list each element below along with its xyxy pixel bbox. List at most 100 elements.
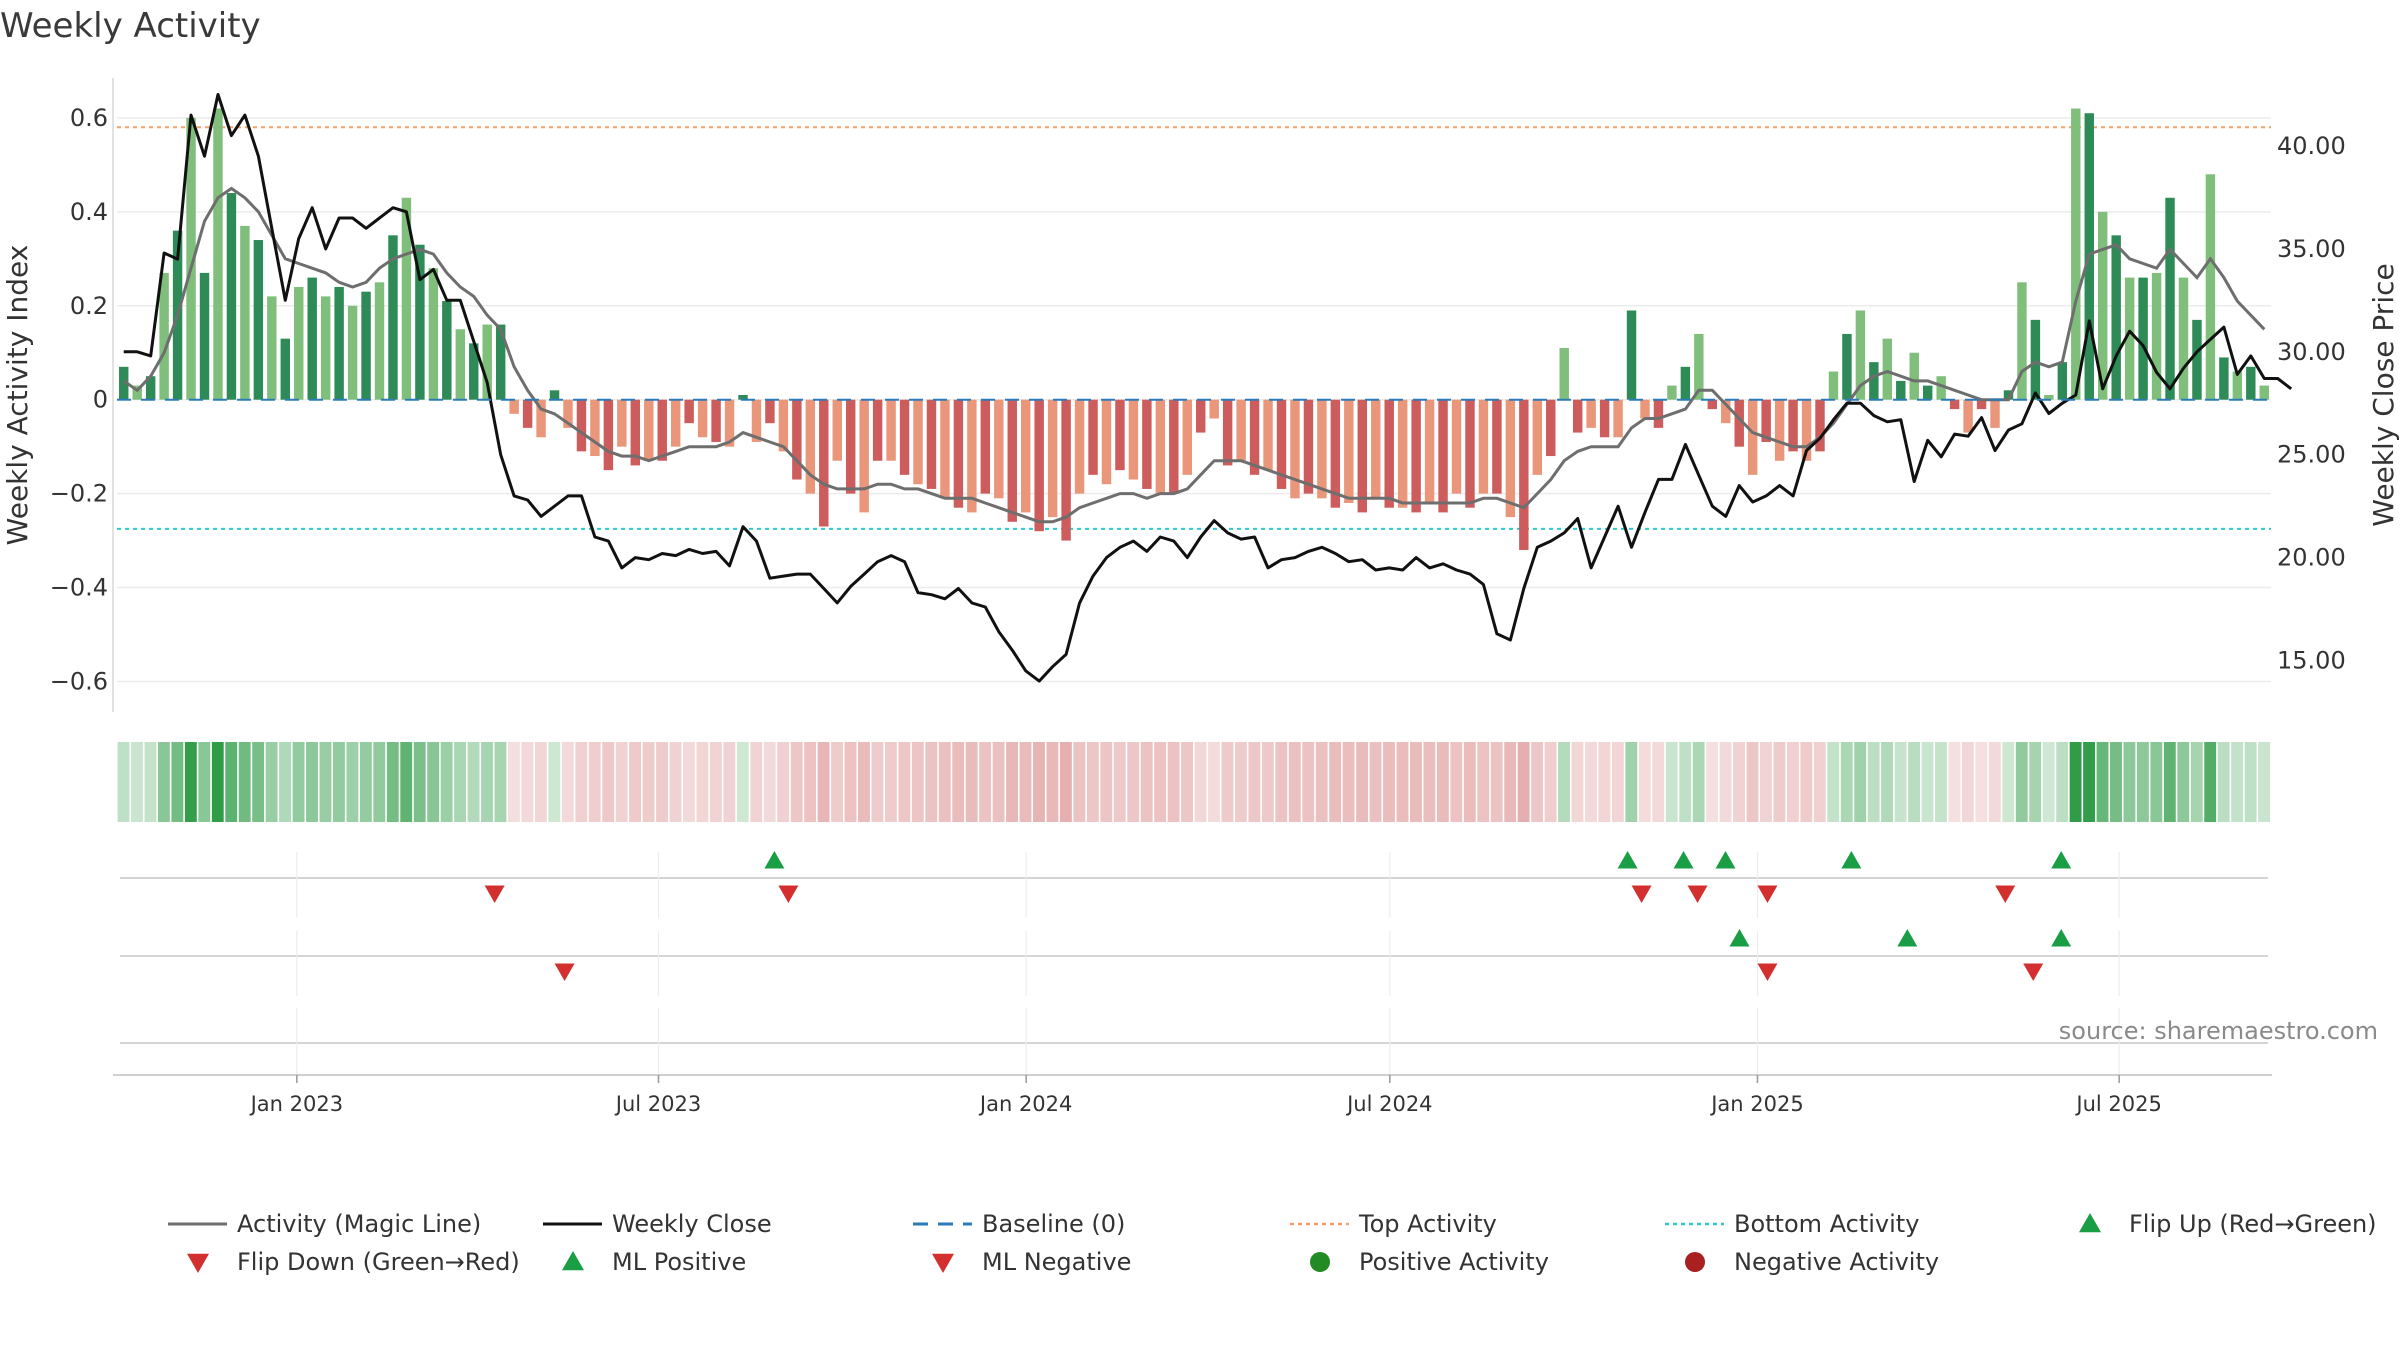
activity-bar [1411, 399, 1421, 513]
heat-cell [265, 742, 278, 822]
activity-bar [1949, 399, 1960, 410]
activity-bar [1505, 399, 1516, 518]
heat-cell [1881, 742, 1894, 822]
heat-cell [1006, 742, 1018, 822]
activity-bar [1357, 399, 1367, 513]
flip-down-marker [1631, 885, 1652, 903]
legend-label: Positive Activity [1359, 1248, 1549, 1276]
heat-cell [763, 742, 776, 822]
heat-cell [1921, 742, 1934, 822]
legend-swatch [2079, 1213, 2101, 1233]
activity-bar [334, 286, 344, 400]
heat-cell [1396, 742, 1409, 822]
activity-bar [1101, 399, 1112, 485]
heat-cell [1261, 742, 1274, 822]
activity-bar [347, 305, 358, 400]
activity-bar [280, 338, 290, 400]
heat-cell [1773, 742, 1786, 822]
ml-positive-marker [1729, 929, 1750, 947]
flip-down-marker [1757, 885, 1778, 903]
legend-label: ML Positive [612, 1248, 746, 1276]
activity-bar [132, 385, 142, 400]
activity-bar [899, 399, 910, 475]
flip-down-marker [484, 885, 505, 903]
heat-cell [911, 742, 924, 822]
activity-bar [1990, 399, 2000, 428]
activity-bar [2057, 362, 2068, 400]
activity-bar [1397, 399, 1408, 508]
flip-up-marker [1673, 851, 1694, 869]
heat-cell [359, 742, 372, 822]
activity-bar [1465, 399, 1475, 508]
activity-bar [1842, 333, 1852, 400]
activity-bar [2151, 272, 2162, 400]
heat-cell [1356, 742, 1369, 822]
activity-bar [1276, 399, 1287, 489]
heat-cell [736, 742, 749, 822]
heat-cell [467, 742, 480, 822]
heat-cell [1679, 742, 1692, 822]
activity-bar [845, 399, 856, 494]
activity-bar [1788, 399, 1798, 452]
heat-cell [790, 742, 803, 822]
heat-cell [1746, 742, 1759, 822]
activity-bar [1128, 399, 1139, 480]
activity-bar [1424, 399, 1435, 504]
heat-cell [1827, 742, 1840, 822]
heat-cell [238, 742, 251, 822]
x-tick-label: Jul 2025 [2074, 1092, 2161, 1116]
heat-cell [709, 742, 722, 822]
heat-cell [1181, 742, 1193, 822]
activity-bar [2030, 319, 2041, 400]
legend-label: Baseline (0) [982, 1210, 1125, 1238]
heat-cell [1692, 742, 1705, 822]
left-axis-label: Weekly Activity Index [1, 245, 34, 546]
activity-bar [1761, 399, 1771, 442]
activity-bar [267, 296, 277, 400]
heat-cell [2217, 742, 2230, 822]
magic-line-series [122, 186, 2266, 524]
activity-bar [576, 399, 587, 452]
activity-bar [1653, 399, 1664, 428]
activity-bar [940, 399, 950, 499]
activity-bar [374, 282, 385, 400]
flip-down-marker [1687, 885, 1708, 903]
flip-up-marker [2051, 851, 2072, 869]
heat-cell [1140, 742, 1153, 822]
activity-bar [2111, 235, 2121, 400]
flip-down-marker [778, 885, 799, 903]
heat-cell [1544, 742, 1557, 822]
flip-up-marker [1715, 851, 1736, 869]
heat-cell [1935, 742, 1947, 822]
legend-label: ML Negative [982, 1248, 1131, 1276]
heat-cell [669, 742, 682, 822]
activity-bar [1909, 352, 1919, 400]
x-tick-label: Jul 2023 [614, 1092, 701, 1116]
heat-cell [871, 742, 884, 822]
activity-bar [805, 399, 816, 494]
heat-cell [723, 742, 736, 822]
activity-bar [1694, 333, 1704, 400]
activity-bar [1680, 366, 1691, 400]
heat-cell [1490, 742, 1503, 822]
heat-cell [1315, 742, 1328, 822]
heat-cell [1086, 742, 1099, 822]
activity-bar [455, 329, 466, 400]
heat-cell [1733, 742, 1745, 822]
heat-cell [1423, 742, 1436, 822]
legend-swatch [1685, 1252, 1705, 1272]
heat-cell [1073, 742, 1086, 822]
activity-bar [186, 117, 196, 400]
legend-swatch [932, 1253, 954, 1273]
heat-cell [2258, 742, 2270, 822]
x-tick-label: Jan 2023 [249, 1092, 344, 1116]
activity-bar [886, 399, 896, 461]
activity-bar [872, 399, 883, 461]
heat-cell [2056, 742, 2069, 822]
activity-bar [1047, 399, 1058, 518]
heat-cell [427, 742, 440, 822]
activity-bar [159, 272, 169, 400]
heat-cell [292, 742, 305, 822]
heat-cell [508, 742, 520, 822]
heat-cell [2231, 742, 2244, 822]
